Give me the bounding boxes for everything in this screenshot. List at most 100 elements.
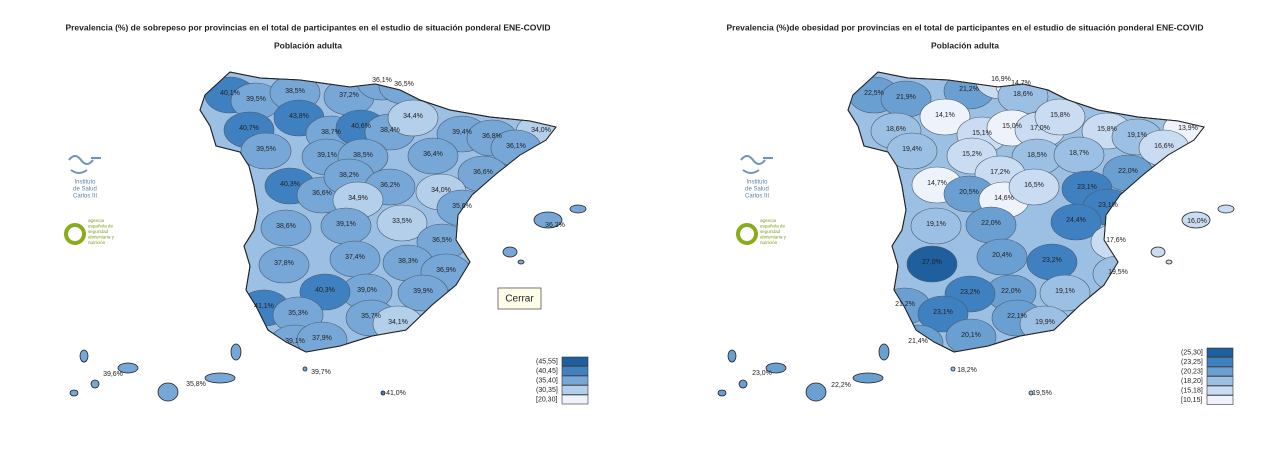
value-label: 39,0%	[357, 287, 377, 294]
island	[533, 211, 563, 229]
isc-icon	[68, 155, 101, 174]
island	[90, 379, 100, 389]
value-label: 23,1%	[1098, 202, 1118, 209]
value-label: 27,0%	[922, 259, 942, 266]
value-label: 23,2%	[1042, 257, 1062, 264]
aesan-text: nutrición	[760, 240, 778, 245]
island	[950, 366, 956, 372]
province	[945, 318, 997, 352]
value-label: 15,2%	[962, 151, 982, 158]
island	[727, 349, 737, 363]
value-label: 40,6%	[351, 123, 371, 130]
value-label: 19,5%	[1032, 390, 1052, 397]
province	[1008, 168, 1060, 206]
island	[1028, 390, 1034, 396]
legend-swatch	[561, 385, 589, 395]
province	[407, 137, 459, 175]
legend-label: [20,30]	[536, 396, 557, 403]
value-label: 36,5%	[432, 237, 452, 244]
value-label: 39,1%	[285, 338, 305, 345]
value-label: 23,0%	[752, 370, 772, 377]
aesan-text: nutrición	[88, 240, 106, 245]
value-label: 14,6%	[994, 195, 1014, 202]
legend-label: (15,18]	[1181, 387, 1203, 394]
province	[387, 99, 439, 137]
value-label: 39,1%	[336, 221, 356, 228]
value-label: 37,4%	[345, 254, 365, 261]
value-label: 39,6%	[103, 371, 123, 378]
value-label: 38,2%	[339, 172, 359, 179]
value-label: 21,2%	[895, 301, 915, 308]
province	[906, 245, 958, 283]
island	[517, 259, 525, 265]
legend-label: (25,30]	[1181, 349, 1203, 356]
value-label: 36,6%	[312, 190, 332, 197]
legend-label: (35,40]	[536, 377, 558, 384]
isc-text: Instituto	[746, 180, 768, 186]
value-label: 39,4%	[452, 129, 472, 136]
island	[738, 379, 748, 389]
value-label: 15,0%	[1002, 123, 1022, 130]
island	[1165, 259, 1173, 265]
legend-swatch	[1206, 366, 1234, 377]
close-button[interactable]: Cerrar	[497, 287, 542, 310]
aesan-text: agencia	[88, 218, 105, 223]
province	[886, 132, 938, 170]
province	[260, 209, 312, 247]
island	[69, 389, 79, 397]
value-label: 21,2%	[959, 86, 979, 93]
value-label: 20,1%	[961, 332, 981, 339]
value-label: 41,0%	[386, 390, 406, 397]
legend-label: [10,15]	[1181, 397, 1202, 404]
close-button-label[interactable]: Cerrar	[505, 294, 534, 305]
legend-swatch	[561, 394, 589, 405]
province	[240, 132, 292, 170]
value-label: 16,0%	[1187, 218, 1207, 225]
value-label: 39,5%	[256, 146, 276, 153]
province	[1050, 203, 1102, 241]
value-label: 15,8%	[1097, 126, 1117, 133]
aesan-text: española de	[760, 224, 785, 229]
value-label: 16,9%	[991, 76, 1011, 83]
value-label: 18,6%	[1013, 91, 1033, 98]
province	[1034, 98, 1086, 136]
map-subtitle: Población adulta	[931, 40, 999, 50]
province	[910, 207, 962, 245]
legend-swatch	[1206, 357, 1234, 367]
island	[765, 362, 787, 374]
island	[117, 362, 139, 374]
legend-label: (23,25]	[1181, 359, 1203, 366]
value-label: 36,1%	[506, 143, 526, 150]
legend-label: (30,35]	[536, 387, 558, 394]
island	[1150, 246, 1166, 258]
value-label: 13,9%	[1178, 125, 1198, 132]
value-label: 36,2%	[380, 182, 400, 189]
legend-label: (20,23]	[1181, 368, 1203, 375]
legend-swatch	[1206, 385, 1234, 396]
value-label: 22,1%	[1007, 313, 1027, 320]
island	[380, 390, 386, 396]
island	[1181, 211, 1211, 229]
island	[79, 349, 89, 363]
value-label: 34,9%	[348, 195, 368, 202]
value-label: 36,8%	[482, 133, 502, 140]
value-label: 19,1%	[926, 221, 946, 228]
close-button-box[interactable]	[497, 287, 542, 310]
island	[717, 389, 727, 397]
value-label: 16,6%	[1154, 143, 1174, 150]
value-label: 18,6%	[886, 126, 906, 133]
island	[1217, 204, 1235, 214]
aesan-icon	[736, 223, 758, 245]
isc-icon	[740, 155, 773, 174]
value-label: 39,7%	[311, 369, 331, 376]
value-label: 38,6%	[276, 223, 296, 230]
value-label: 23,1%	[1077, 184, 1097, 191]
value-label: 39,9%	[413, 288, 433, 295]
value-label: 35,7%	[361, 313, 381, 320]
island	[852, 372, 884, 384]
value-label: 33,5%	[392, 218, 412, 225]
value-label: 22,0%	[981, 220, 1001, 227]
value-label: 40,1%	[220, 90, 240, 97]
value-label: 37,8%	[274, 260, 294, 267]
value-label: 18,2%	[957, 367, 977, 374]
